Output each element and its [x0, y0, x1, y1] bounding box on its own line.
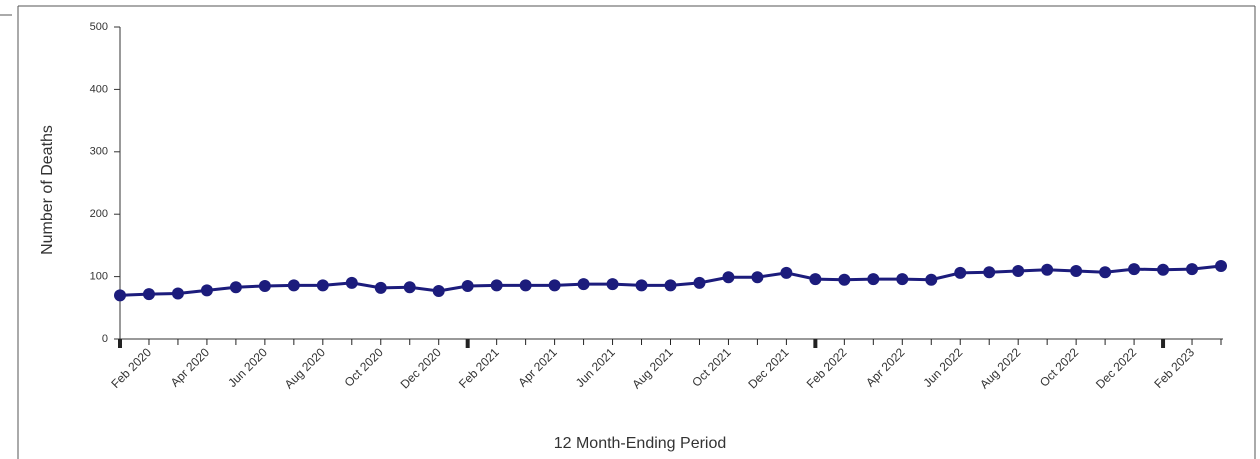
x-tick-label: Oct 2022: [1037, 345, 1082, 390]
data-point: [258, 279, 271, 292]
x-tick-label: Aug 2021: [629, 345, 675, 391]
x-tick-label: Oct 2021: [689, 345, 734, 390]
x-tick-label: Oct 2020: [342, 345, 387, 390]
x-tick-label: Apr 2021: [515, 345, 560, 390]
data-point: [287, 279, 300, 292]
data-point: [606, 278, 619, 291]
data-point: [1070, 264, 1083, 277]
x-tick-label: Feb 2020: [108, 345, 154, 391]
y-tick-label: 200: [90, 208, 108, 220]
x-axis-title: 12 Month-Ending Period: [554, 435, 727, 452]
data-point: [1099, 266, 1112, 279]
data-point: [1186, 263, 1199, 276]
data-point: [461, 279, 474, 292]
x-tick-label: Dec 2022: [1093, 345, 1139, 391]
x-tick-label: Feb 2023: [1151, 345, 1197, 391]
data-point: [171, 287, 184, 300]
x-tick-label: Aug 2022: [977, 345, 1023, 391]
data-point: [896, 273, 909, 286]
y-tick-label: 400: [90, 83, 108, 95]
y-tick-label: 100: [90, 271, 108, 283]
data-point: [635, 279, 648, 292]
y-axis-title: Number of Deaths: [39, 125, 56, 255]
x-tick-label: Jun 2021: [573, 345, 618, 390]
data-point: [374, 281, 387, 294]
x-tick-label: Jun 2020: [225, 345, 270, 390]
data-point: [664, 279, 677, 292]
data-point: [780, 266, 793, 279]
x-tick-label: Jun 2022: [921, 345, 966, 390]
data-point: [809, 273, 822, 286]
x-tick-label: Dec 2021: [745, 345, 791, 391]
data-point: [693, 276, 706, 289]
data-point: [1012, 264, 1025, 277]
data-point: [1041, 263, 1054, 276]
data-point: [200, 284, 213, 297]
data-point: [1128, 263, 1141, 276]
data-point: [316, 279, 329, 292]
x-tick-label: Apr 2022: [863, 345, 908, 390]
data-point: [867, 273, 880, 286]
data-point: [925, 273, 938, 286]
data-point: [142, 288, 155, 301]
data-point: [229, 281, 242, 294]
data-point: [983, 266, 996, 279]
data-point: [1215, 259, 1227, 272]
data-point: [1157, 263, 1170, 276]
data-point: [490, 279, 503, 292]
data-point: [954, 266, 967, 279]
data-point: [114, 289, 126, 302]
data-point: [519, 279, 532, 292]
x-tick-label: Aug 2020: [282, 345, 328, 391]
y-tick-label: 0: [102, 333, 108, 345]
data-point: [722, 271, 735, 284]
data-point: [345, 276, 358, 289]
data-point: [577, 278, 590, 291]
data-point: [838, 273, 851, 286]
x-tick-label: Feb 2021: [456, 345, 502, 391]
x-tick-label: Feb 2022: [804, 345, 850, 391]
data-point: [432, 284, 445, 297]
data-point: [403, 281, 416, 294]
x-tick-label: Dec 2020: [398, 345, 444, 391]
x-tick-label: Apr 2020: [168, 345, 213, 390]
y-tick-label: 500: [90, 21, 108, 33]
data-point: [751, 271, 764, 284]
y-tick-label: 300: [90, 146, 108, 158]
data-point: [548, 279, 561, 292]
